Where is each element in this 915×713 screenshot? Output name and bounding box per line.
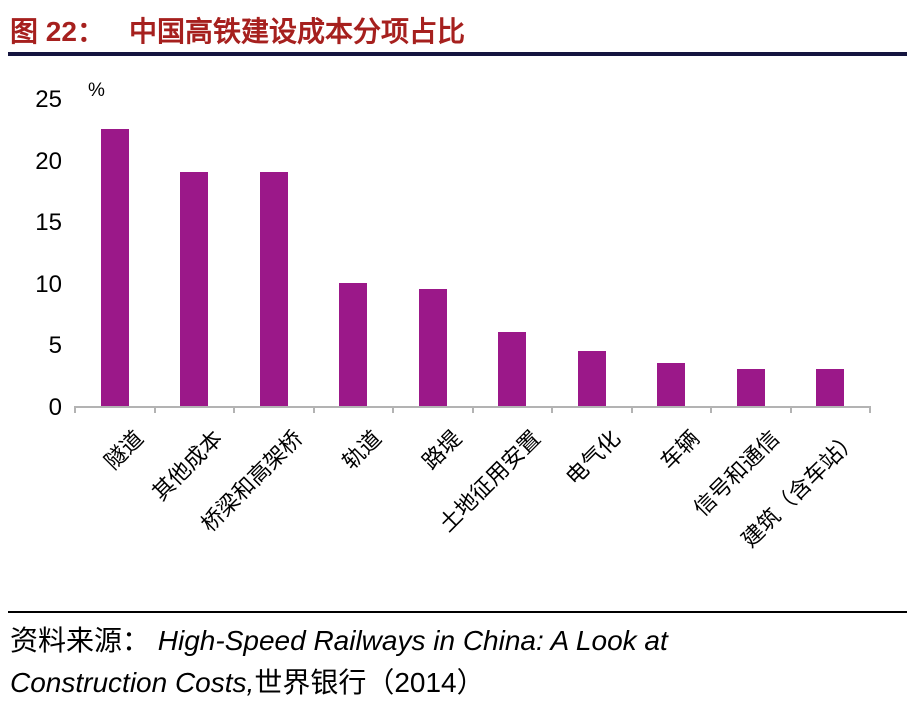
bar-车辆: [657, 362, 686, 406]
x-axis-tick: [392, 406, 394, 413]
category-label: 路堤: [417, 425, 466, 475]
bar-轨道: [339, 282, 368, 406]
y-tick-label: 20: [35, 147, 62, 175]
category-label: 电气化: [560, 425, 625, 490]
y-tick-label: 15: [35, 209, 62, 237]
x-axis-tick: [551, 406, 553, 413]
figure-header: 图 22： 中国高铁建设成本分项占比: [10, 10, 465, 50]
y-axis-unit-label: %: [88, 80, 105, 101]
title-divider: [8, 52, 907, 56]
x-axis-tick: [233, 406, 235, 413]
source-label: 资料来源：: [10, 625, 151, 656]
figure-title: 中国高铁建设成本分项占比: [128, 16, 465, 47]
source-publisher: 世界银行（2014）: [254, 667, 485, 698]
x-axis-tick: [471, 406, 474, 413]
source-note: 资料来源： High-Speed Railways in China: A Lo…: [10, 620, 668, 704]
x-axis-tick: [153, 406, 156, 413]
footer-divider: [8, 611, 907, 613]
bar-电气化: [577, 350, 606, 406]
bar-路堤: [418, 288, 447, 406]
x-axis-tick: [710, 406, 712, 413]
plot-area: [74, 100, 871, 413]
x-axis-tick: [312, 406, 315, 413]
source-title-part2: Construction Costs,: [10, 667, 255, 698]
y-tick-label: 5: [48, 332, 62, 360]
source-line-1: 资料来源： High-Speed Railways in China: A Lo…: [10, 620, 668, 662]
x-axis-tick: [789, 406, 792, 413]
category-label: 车辆: [655, 425, 705, 475]
figure-number: 图 22：: [10, 16, 105, 47]
source-title-part1: High-Speed Railways in China: A Look at: [157, 625, 668, 656]
x-axis-tick: [869, 406, 871, 413]
bar-其他成本: [180, 171, 209, 406]
y-tick-label: 10: [35, 270, 62, 298]
bar-桥梁和高架桥: [259, 171, 288, 406]
y-tick-label: 25: [35, 86, 62, 113]
category-label: 轨道: [337, 425, 387, 475]
category-label: 隧道: [99, 425, 148, 475]
y-tick-label: 0: [48, 394, 62, 421]
x-axis-tick: [74, 406, 76, 413]
x-axis-tick: [630, 406, 633, 413]
bar-土地征用安置: [498, 332, 527, 406]
bar-隧道: [100, 128, 129, 406]
bar-建筑（含车站）: [816, 369, 845, 406]
bar-信号和通信: [736, 369, 765, 406]
source-line-2: Construction Costs,世界银行（2014）: [10, 662, 668, 704]
